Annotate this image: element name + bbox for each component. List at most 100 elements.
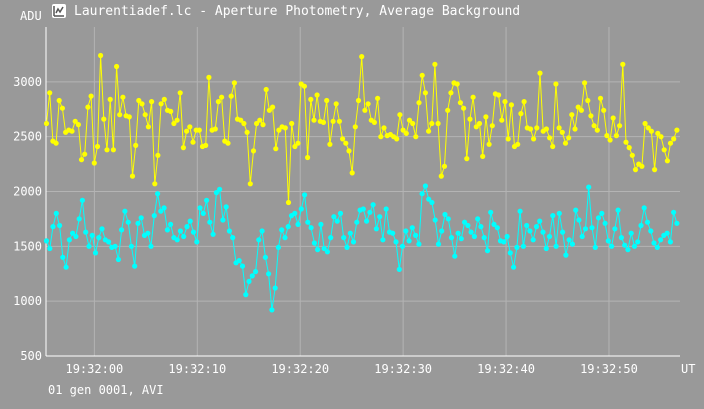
data-point bbox=[531, 136, 537, 142]
data-point bbox=[239, 263, 246, 269]
data-point bbox=[355, 97, 362, 104]
data-point bbox=[230, 235, 236, 241]
data-point bbox=[257, 117, 263, 123]
data-point bbox=[305, 154, 311, 161]
series-0 bbox=[43, 52, 680, 206]
data-point bbox=[203, 142, 209, 148]
data-point bbox=[328, 235, 334, 241]
data-point bbox=[292, 143, 298, 150]
data-point bbox=[517, 208, 523, 214]
data-point bbox=[484, 248, 491, 254]
data-point bbox=[605, 238, 611, 244]
data-point bbox=[349, 170, 355, 176]
data-point bbox=[413, 232, 419, 238]
series-1 bbox=[43, 183, 680, 313]
data-point bbox=[238, 117, 244, 123]
data-point bbox=[480, 153, 486, 159]
data-point bbox=[546, 233, 553, 240]
y-tick-label: 3000 bbox=[13, 75, 42, 89]
data-point bbox=[155, 191, 161, 197]
data-point bbox=[441, 163, 448, 169]
data-point bbox=[145, 230, 151, 236]
data-point bbox=[483, 114, 489, 120]
data-point bbox=[607, 137, 613, 143]
series-line bbox=[46, 55, 678, 203]
data-point bbox=[432, 61, 438, 67]
data-point bbox=[289, 120, 295, 127]
series-line bbox=[46, 184, 678, 310]
data-point bbox=[667, 140, 674, 146]
data-point bbox=[250, 148, 257, 154]
data-point bbox=[381, 125, 387, 131]
data-point bbox=[406, 117, 413, 123]
data-point bbox=[110, 147, 116, 153]
data-point bbox=[582, 226, 589, 232]
data-point bbox=[70, 230, 76, 236]
data-point bbox=[671, 136, 677, 142]
data-point bbox=[354, 219, 360, 225]
data-point bbox=[126, 114, 132, 120]
data-point bbox=[86, 243, 92, 249]
data-point bbox=[403, 228, 409, 234]
data-point bbox=[569, 241, 576, 247]
data-point bbox=[174, 237, 180, 243]
data-point bbox=[452, 253, 458, 259]
data-point bbox=[589, 225, 595, 231]
data-point bbox=[343, 140, 349, 146]
data-point bbox=[135, 220, 141, 226]
data-point bbox=[476, 120, 483, 127]
data-point bbox=[612, 226, 618, 232]
data-point bbox=[537, 218, 543, 224]
data-point bbox=[125, 219, 131, 225]
data-point bbox=[658, 237, 664, 243]
data-point bbox=[142, 112, 148, 118]
data-point bbox=[344, 244, 350, 250]
data-point bbox=[435, 120, 441, 127]
data-point bbox=[520, 243, 527, 249]
data-point bbox=[331, 214, 337, 220]
data-point bbox=[360, 206, 366, 212]
data-point bbox=[553, 81, 559, 87]
data-point bbox=[276, 127, 282, 133]
data-point bbox=[610, 115, 616, 121]
data-point bbox=[461, 105, 467, 111]
data-point bbox=[92, 250, 99, 256]
data-point bbox=[244, 129, 250, 135]
data-point bbox=[465, 222, 471, 229]
data-point bbox=[273, 146, 279, 152]
data-point bbox=[507, 250, 513, 256]
data-point bbox=[639, 163, 645, 169]
y-axis-label: ADU bbox=[20, 9, 42, 23]
data-point bbox=[651, 240, 657, 246]
data-point bbox=[400, 127, 406, 133]
data-point bbox=[327, 141, 333, 147]
data-point bbox=[200, 210, 206, 216]
data-point bbox=[285, 199, 292, 206]
data-point bbox=[419, 72, 425, 78]
data-point bbox=[642, 120, 648, 127]
data-point bbox=[601, 107, 607, 113]
data-point bbox=[572, 126, 578, 132]
data-point bbox=[455, 230, 461, 236]
data-point bbox=[215, 99, 221, 105]
data-point bbox=[324, 249, 330, 255]
data-point bbox=[617, 123, 623, 129]
data-point bbox=[488, 209, 494, 215]
data-point bbox=[648, 128, 655, 134]
data-point bbox=[94, 143, 101, 150]
data-point bbox=[57, 222, 63, 229]
data-point bbox=[439, 228, 445, 234]
data-point bbox=[285, 224, 291, 230]
data-point bbox=[314, 92, 320, 98]
data-point bbox=[602, 220, 608, 226]
data-point bbox=[652, 167, 658, 173]
data-point bbox=[471, 233, 477, 240]
data-point bbox=[56, 97, 62, 104]
chart-app-icon[interactable] bbox=[52, 4, 66, 18]
data-point bbox=[475, 216, 481, 222]
data-point bbox=[655, 130, 661, 136]
data-point bbox=[426, 196, 432, 202]
data-point bbox=[292, 210, 298, 216]
data-point bbox=[119, 227, 125, 233]
